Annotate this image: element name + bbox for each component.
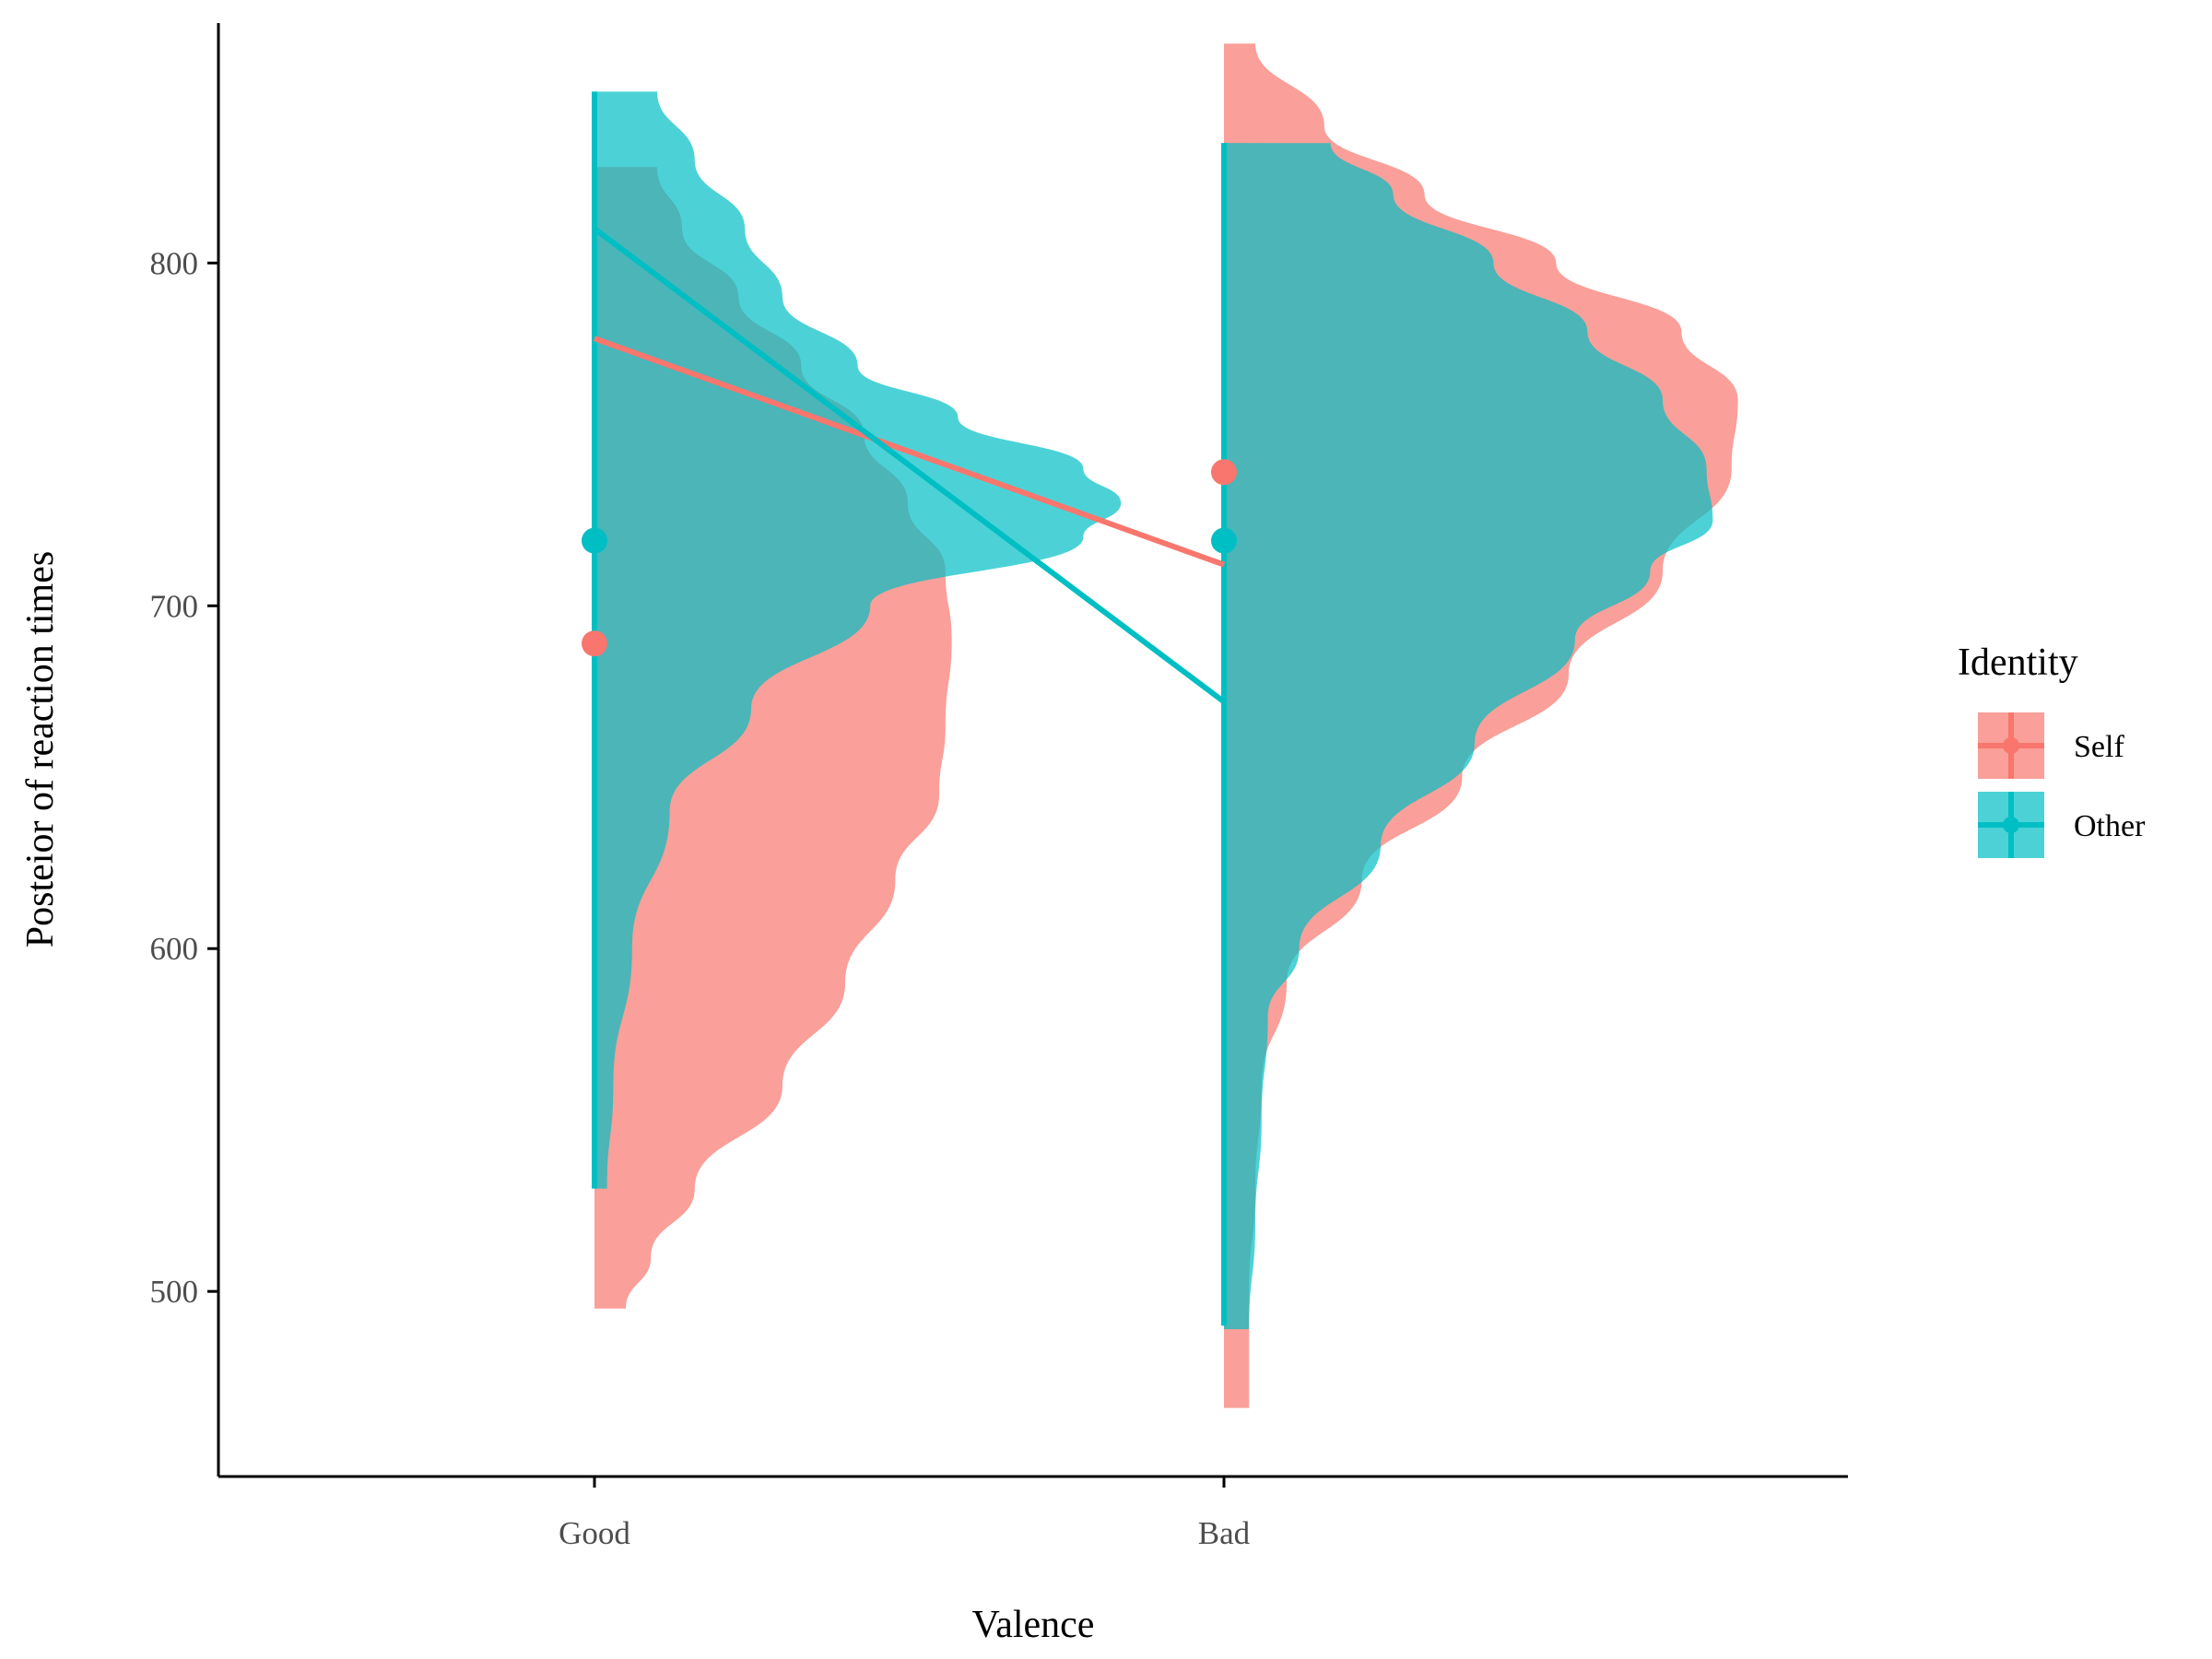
x-tick-label: Good [559, 1515, 630, 1551]
x-axis-ticks: Good Bad [559, 1477, 1251, 1551]
legend-item-other: Other [1978, 792, 2146, 858]
violin-layer [594, 43, 1738, 1408]
mean-point-other-good [582, 527, 607, 554]
legend-label: Other [2074, 809, 2146, 843]
legend: Identity Self Other [1958, 641, 2146, 858]
mean-point-self-bad [1211, 459, 1237, 486]
x-tick-label: Bad [1198, 1515, 1251, 1551]
y-tick-label: 800 [150, 245, 199, 281]
mean-line-self [593, 335, 1226, 568]
x-axis-title: Valence [972, 1604, 1095, 1646]
violin-other-good [594, 91, 1122, 1189]
mean-point-layer [582, 459, 1237, 657]
legend-key-point [2003, 737, 2019, 754]
mean-line-other [593, 226, 1226, 704]
legend-label: Self [2074, 730, 2124, 764]
mean-point-self-good [582, 630, 607, 657]
y-axis-title: Posteior of reaction times [19, 551, 62, 947]
mean-point-other-bad [1211, 527, 1237, 554]
mean-line-layer [593, 226, 1226, 704]
y-tick-label: 500 [150, 1274, 199, 1310]
y-tick-label: 700 [150, 588, 199, 624]
y-axis-ticks: 500 600 700 800 [150, 245, 218, 1310]
y-tick-label: 600 [150, 931, 199, 967]
legend-key-point [2003, 817, 2019, 833]
violin-other-bad [1224, 143, 1713, 1330]
legend-title: Identity [1958, 641, 2078, 684]
legend-item-self: Self [1978, 712, 2124, 779]
